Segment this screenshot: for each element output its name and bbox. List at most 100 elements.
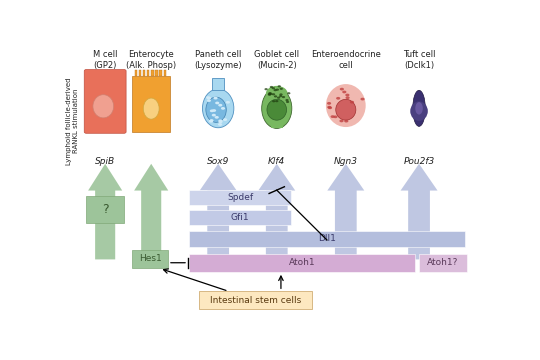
Circle shape (268, 94, 271, 96)
Text: Spdef: Spdef (227, 193, 253, 202)
Text: ?: ? (102, 203, 109, 216)
Circle shape (215, 102, 219, 104)
Circle shape (213, 97, 218, 99)
Bar (416, 93, 422, 99)
Circle shape (344, 120, 348, 122)
Circle shape (336, 97, 340, 100)
Ellipse shape (326, 84, 366, 127)
Bar (212, 78, 224, 90)
Circle shape (360, 98, 364, 100)
Circle shape (282, 96, 285, 98)
Bar (189, 190, 292, 205)
Circle shape (218, 123, 222, 126)
Ellipse shape (413, 90, 426, 126)
Bar (199, 291, 312, 309)
Circle shape (209, 120, 213, 123)
Bar (189, 231, 465, 247)
Text: Lymphoid follicle-derived
RANKL stimulation: Lymphoid follicle-derived RANKL stimulat… (66, 77, 79, 165)
Text: Pou2f3: Pou2f3 (403, 157, 435, 166)
Circle shape (327, 102, 331, 105)
Ellipse shape (410, 102, 428, 121)
Text: Atoh1: Atoh1 (288, 258, 315, 267)
Circle shape (272, 87, 275, 89)
Text: Tuft cell
(Dclk1): Tuft cell (Dclk1) (403, 50, 435, 69)
Circle shape (206, 96, 210, 99)
Circle shape (210, 109, 214, 112)
Ellipse shape (143, 98, 159, 119)
Circle shape (286, 101, 289, 103)
Bar (147, 70, 150, 76)
Bar (419, 254, 467, 272)
Ellipse shape (266, 86, 288, 101)
Polygon shape (327, 164, 365, 260)
Circle shape (330, 115, 335, 118)
Bar (86, 196, 124, 223)
Circle shape (268, 92, 272, 94)
Circle shape (278, 85, 281, 87)
Polygon shape (258, 164, 295, 260)
Circle shape (223, 118, 227, 121)
Circle shape (207, 97, 211, 100)
Bar (132, 250, 168, 268)
Circle shape (218, 120, 222, 123)
Circle shape (265, 88, 268, 90)
FancyBboxPatch shape (84, 69, 126, 133)
Ellipse shape (267, 99, 287, 120)
Circle shape (346, 96, 350, 99)
Circle shape (226, 101, 230, 104)
Circle shape (279, 93, 282, 95)
Ellipse shape (93, 95, 113, 118)
Bar (271, 120, 282, 129)
Ellipse shape (262, 88, 292, 129)
Circle shape (342, 91, 346, 93)
Circle shape (212, 114, 216, 117)
Polygon shape (200, 164, 237, 260)
Circle shape (212, 109, 216, 112)
Circle shape (333, 116, 338, 118)
Circle shape (268, 93, 271, 95)
Text: Intestinal stem cells: Intestinal stem cells (210, 296, 301, 305)
Polygon shape (401, 164, 437, 260)
Bar (151, 70, 153, 76)
Bar (139, 70, 141, 76)
Circle shape (274, 95, 277, 98)
Text: Atoh1?: Atoh1? (428, 258, 459, 267)
Circle shape (218, 120, 222, 122)
Text: Ngn3: Ngn3 (334, 157, 358, 166)
Circle shape (340, 88, 344, 90)
Circle shape (207, 99, 211, 102)
Text: Sox9: Sox9 (207, 157, 229, 166)
Circle shape (277, 96, 280, 99)
Circle shape (285, 99, 289, 101)
Circle shape (272, 93, 275, 95)
Circle shape (328, 107, 332, 109)
Text: Dll1: Dll1 (318, 234, 336, 243)
Polygon shape (134, 164, 168, 260)
Text: Paneth cell
(Lysozyme): Paneth cell (Lysozyme) (194, 50, 242, 69)
Bar (156, 70, 158, 76)
Text: Goblet cell
(Mucin-2): Goblet cell (Mucin-2) (254, 50, 299, 69)
Text: Hes1: Hes1 (139, 254, 161, 263)
Text: Klf4: Klf4 (268, 157, 285, 166)
Bar (132, 76, 170, 132)
Circle shape (275, 89, 279, 91)
Circle shape (210, 119, 214, 122)
Bar (143, 70, 145, 76)
Circle shape (270, 86, 273, 88)
Circle shape (274, 89, 277, 91)
Text: Enterocyte
(Alk. Phosp): Enterocyte (Alk. Phosp) (126, 50, 176, 69)
Bar (189, 254, 415, 272)
Circle shape (218, 104, 222, 107)
Circle shape (272, 100, 275, 102)
Bar (134, 70, 137, 76)
Circle shape (275, 100, 279, 102)
Circle shape (214, 116, 219, 119)
Circle shape (345, 94, 349, 96)
Circle shape (280, 88, 283, 90)
Ellipse shape (202, 89, 234, 128)
Text: Gfi1: Gfi1 (231, 213, 249, 222)
Circle shape (340, 120, 343, 122)
Circle shape (327, 106, 332, 109)
Bar (189, 210, 292, 225)
Bar (164, 70, 166, 76)
